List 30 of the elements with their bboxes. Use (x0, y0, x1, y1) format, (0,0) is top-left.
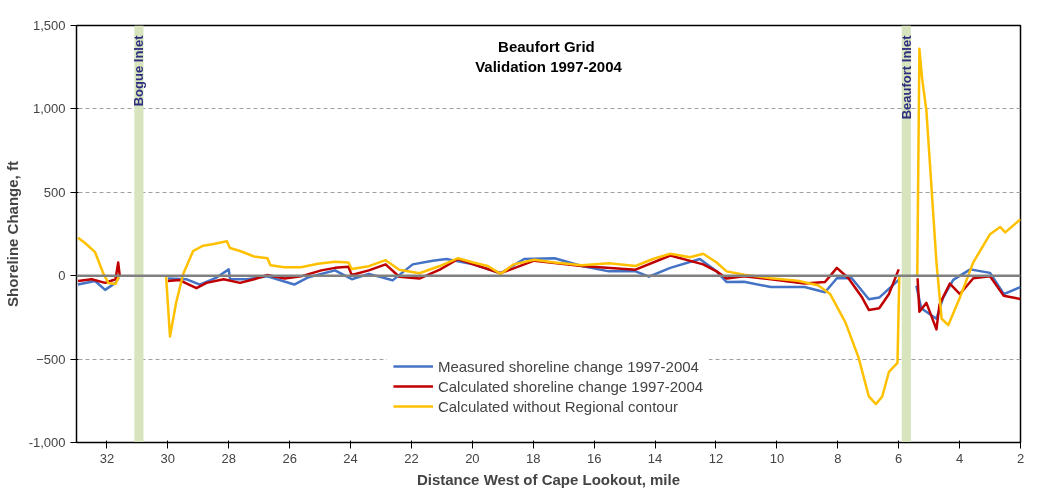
y-tick-label: −500 (36, 351, 66, 367)
x-tick-label: 8 (834, 450, 842, 466)
legend-label: Measured shoreline change 1997-2004 (437, 357, 699, 375)
text: Beaufort Grid Validation 1997-2004 (475, 37, 623, 75)
x-tick-label: 12 (708, 450, 724, 466)
x-tick-label: 16 (586, 450, 602, 466)
x-tick-label: 18 (526, 450, 541, 466)
x-tick-label: 20 (465, 450, 480, 466)
y-axis-title: Shoreline Change, ft (3, 161, 21, 307)
y-tick-label: 1,000 (32, 101, 66, 117)
x-tick-label: 28 (221, 450, 236, 466)
y-tick-label: 1,500 (32, 18, 66, 33)
y-tick-label: -1,000 (28, 435, 66, 450)
band-label: Beaufort Inlet (898, 34, 914, 120)
y-tick-label: 500 (43, 184, 66, 200)
x-tick-label: 30 (160, 450, 176, 466)
x-axis-title: Distance West of Cape Lookout, mile (416, 470, 681, 488)
y-tick-label: 0 (58, 268, 66, 284)
x-tick-label: 6 (895, 450, 903, 466)
x-tick-label: 2 (1016, 450, 1025, 466)
x-tick-label: 10 (769, 450, 785, 466)
x-tick-label: 24 (343, 450, 358, 466)
legend-label: Calculated without Regional contour (437, 397, 679, 415)
x-tick-label: 14 (647, 450, 663, 466)
x-tick-label: 26 (282, 450, 297, 466)
x-tick-label: 4 (955, 450, 964, 466)
band-label: Bogue Inlet (131, 34, 147, 107)
x-tick-label: 32 (99, 450, 115, 466)
x-tick-label: 22 (404, 450, 419, 466)
legend-label: Calculated shoreline change 1997-2004 (437, 377, 704, 395)
